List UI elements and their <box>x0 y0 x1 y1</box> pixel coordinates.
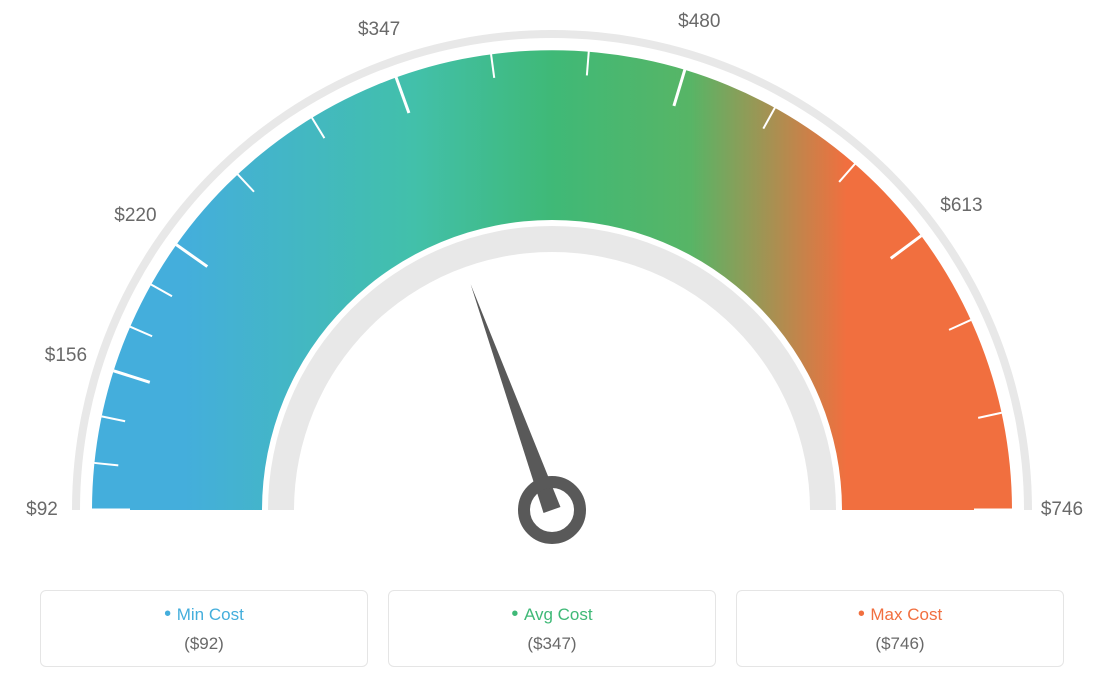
legend-avg-box: Avg Cost ($347) <box>388 590 716 667</box>
gauge-tick-label: $156 <box>45 345 87 367</box>
legend-max-box: Max Cost ($746) <box>736 590 1064 667</box>
gauge-tick-label: $347 <box>358 19 400 41</box>
legend-min-box: Min Cost ($92) <box>40 590 368 667</box>
gauge-tick-label: $613 <box>940 195 982 217</box>
legend-min-title: Min Cost <box>59 603 349 626</box>
gauge-tick-label: $220 <box>114 205 156 227</box>
legend-row: Min Cost ($92) Avg Cost ($347) Max Cost … <box>40 590 1064 667</box>
legend-avg-title: Avg Cost <box>407 603 697 626</box>
legend-max-value: ($746) <box>755 634 1045 654</box>
gauge-tick-label: $480 <box>678 11 720 33</box>
cost-gauge-chart: $92 $156 $220 $347 $480 $613 $746 <box>0 0 1104 560</box>
gauge-svg <box>0 0 1104 560</box>
legend-min-value: ($92) <box>59 634 349 654</box>
gauge-tick-label: $92 <box>26 499 58 521</box>
gauge-tick-label: $746 <box>1041 499 1083 521</box>
legend-avg-value: ($347) <box>407 634 697 654</box>
legend-max-title: Max Cost <box>755 603 1045 626</box>
